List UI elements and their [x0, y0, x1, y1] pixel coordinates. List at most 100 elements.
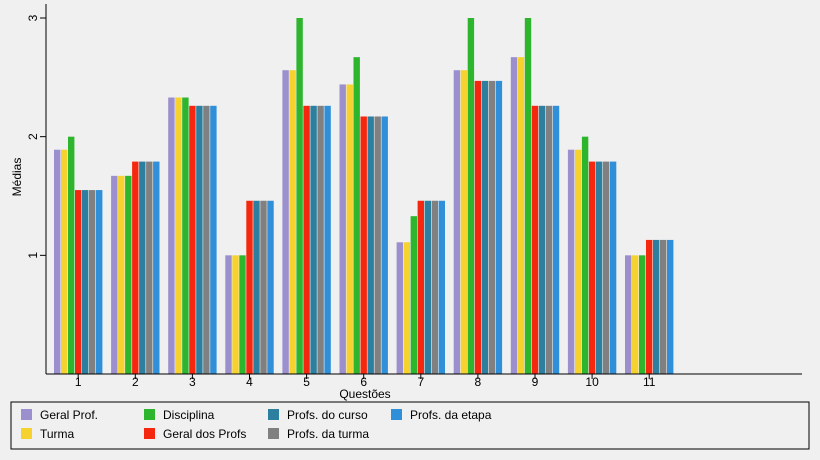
- bar-q6-geral-dos-profs: [360, 116, 367, 375]
- bar-q3-profs-da-turma: [203, 105, 210, 374]
- bar-q6-geral-prof-: [339, 84, 346, 374]
- bar-q1-profs-do-curso: [82, 190, 89, 374]
- bar-q9-profs-da-etapa: [552, 105, 560, 374]
- x-tick-label: 11: [643, 375, 656, 389]
- bar-q8-profs-da-etapa: [495, 80, 503, 374]
- bar-q9-profs-do-curso: [538, 105, 546, 374]
- bar-q2-geral-dos-profs: [132, 161, 139, 374]
- legend-swatch: [391, 409, 402, 420]
- bar-q8-profs-da-turma: [488, 80, 496, 374]
- y-tick-label: 1: [26, 252, 40, 259]
- bar-q11-profs-da-turma: [660, 239, 667, 374]
- bar-q4-profs-da-turma: [260, 200, 267, 374]
- bar-q10-profs-da-etapa: [609, 161, 617, 374]
- bar-q11-profs-do-curso: [653, 239, 660, 374]
- y-axis-label: Médias: [10, 158, 24, 197]
- x-axis-label: Questões: [339, 387, 390, 401]
- x-tick-label: 8: [475, 375, 482, 389]
- legend-label: Turma: [40, 427, 75, 441]
- bar-q6-disciplina: [353, 57, 360, 374]
- bar-q3-geral-prof-: [168, 97, 175, 374]
- bar-q4-profs-da-etapa: [267, 200, 274, 374]
- legend-swatch: [144, 428, 155, 439]
- bar-q6-profs-do-curso: [367, 116, 374, 375]
- bar-q9-profs-da-turma: [545, 105, 553, 374]
- bar-q1-turma: [61, 149, 68, 374]
- bar-q10-geral-dos-profs: [588, 161, 596, 374]
- bar-q2-profs-da-etapa: [153, 161, 160, 374]
- bar-q3-turma: [175, 97, 182, 374]
- bar-q5-profs-do-curso: [310, 105, 317, 374]
- bar-q8-geral-prof-: [453, 70, 461, 375]
- bar-q10-profs-da-turma: [602, 161, 610, 374]
- bar-q3-disciplina: [182, 97, 189, 374]
- bar-q3-profs-da-etapa: [210, 105, 217, 374]
- bar-q5-geral-dos-profs: [303, 105, 310, 374]
- x-ticks-group: 1 2 3 4 5 6 7 8 9 10 11: [75, 374, 656, 389]
- bar-q4-turma: [232, 255, 239, 374]
- bar-q11-disciplina: [639, 255, 646, 374]
- legend-label: Profs. da turma: [287, 427, 369, 441]
- bar-q8-geral-dos-profs: [474, 80, 482, 374]
- bar-q1-geral-prof-: [54, 149, 61, 374]
- legend-swatch: [21, 409, 32, 420]
- bar-q8-profs-do-curso: [481, 80, 489, 374]
- x-tick-label: 3: [189, 375, 196, 389]
- x-tick-label: 6: [360, 375, 367, 389]
- bar-q5-profs-da-turma: [317, 105, 324, 374]
- bar-q6-profs-da-turma: [374, 116, 381, 375]
- bar-q6-turma: [346, 84, 353, 374]
- legend-swatch: [21, 428, 32, 439]
- bar-q11-geral-dos-profs: [646, 239, 653, 374]
- bar-q9-geral-dos-profs: [531, 105, 539, 374]
- bar-q2-disciplina: [125, 175, 132, 374]
- bar-q10-profs-do-curso: [595, 161, 603, 374]
- bar-q7-profs-da-etapa: [438, 200, 445, 374]
- x-tick-label: 2: [132, 375, 139, 389]
- legend-label: Disciplina: [163, 408, 215, 422]
- x-tick-label: 9: [532, 375, 539, 389]
- legend: Geral Prof. Turma Disciplina Geral dos Prof…: [10, 401, 810, 450]
- bar-q1-profs-da-etapa: [96, 190, 103, 374]
- bar-q9-disciplina: [524, 18, 532, 374]
- x-tick-label: 1: [75, 375, 82, 389]
- bar-q11-profs-da-etapa: [667, 239, 674, 374]
- bar-q7-profs-do-curso: [424, 200, 431, 374]
- legend-label: Profs. do curso: [287, 408, 368, 422]
- legend-swatch: [268, 409, 279, 420]
- x-tick-label: 4: [246, 375, 253, 389]
- bar-q7-turma: [403, 242, 410, 374]
- bar-q8-turma: [460, 70, 468, 375]
- bar-q5-disciplina: [296, 18, 303, 374]
- bar-q10-geral-prof-: [567, 149, 575, 374]
- bar-q9-turma: [517, 57, 525, 374]
- legend-swatch: [144, 409, 155, 420]
- bar-q5-geral-prof-: [282, 70, 289, 375]
- x-tick-label: 10: [585, 375, 599, 389]
- bars-group: [54, 18, 674, 375]
- bar-q1-geral-dos-profs: [75, 190, 82, 374]
- bar-q8-disciplina: [467, 18, 475, 374]
- bar-q4-geral-dos-profs: [246, 200, 253, 374]
- legend-items: Geral Prof. Turma Disciplina Geral dos Prof…: [21, 408, 492, 441]
- bar-q11-geral-prof-: [625, 255, 632, 374]
- bar-q3-geral-dos-profs: [189, 105, 196, 374]
- bar-q5-profs-da-etapa: [324, 105, 331, 374]
- legend-label: Profs. da etapa: [410, 408, 492, 422]
- bar-q10-disciplina: [581, 136, 589, 374]
- bar-q6-profs-da-etapa: [381, 116, 388, 375]
- bar-q3-profs-do-curso: [196, 105, 203, 374]
- bar-q10-turma: [574, 149, 582, 374]
- legend-frame: [10, 401, 810, 450]
- bar-q4-geral-prof-: [225, 255, 232, 374]
- bar-q11-turma: [632, 255, 639, 374]
- legend-label: Geral Prof.: [40, 408, 98, 422]
- legend-swatch: [268, 428, 279, 439]
- bar-q2-profs-do-curso: [139, 161, 146, 374]
- bar-q4-profs-do-curso: [253, 200, 260, 374]
- bar-q7-profs-da-turma: [431, 200, 438, 374]
- bar-q7-geral-prof-: [396, 242, 403, 374]
- axes-group: [45, 4, 802, 375]
